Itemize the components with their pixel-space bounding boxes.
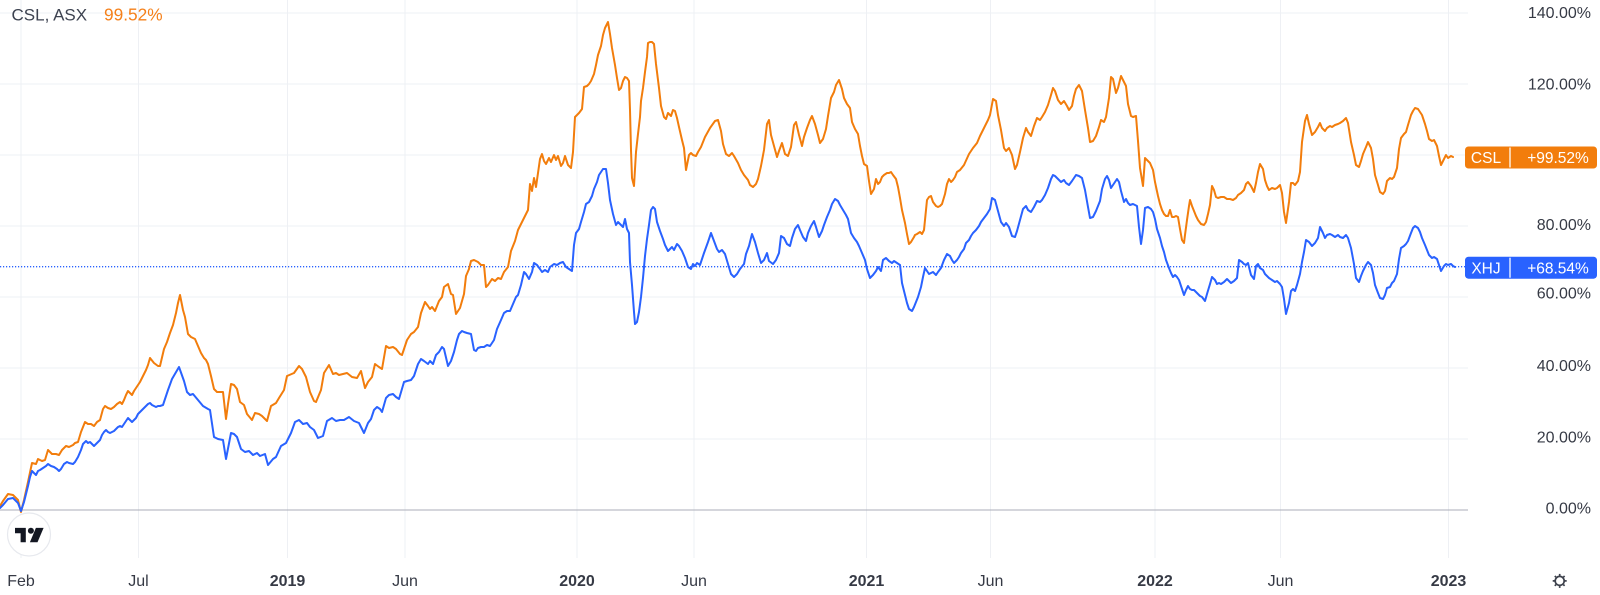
svg-text:2020: 2020 bbox=[559, 573, 595, 590]
svg-text:40.00%: 40.00% bbox=[1537, 358, 1591, 375]
svg-text:140.00%: 140.00% bbox=[1528, 5, 1591, 22]
svg-text:Jun: Jun bbox=[978, 573, 1004, 590]
svg-text:XHJ: XHJ bbox=[1471, 260, 1500, 277]
svg-text:120.00%: 120.00% bbox=[1528, 76, 1591, 93]
svg-text:CSL, ASX: CSL, ASX bbox=[12, 6, 88, 25]
svg-text:2021: 2021 bbox=[849, 573, 885, 590]
svg-text:+68.54%: +68.54% bbox=[1527, 260, 1589, 277]
svg-text:CSL: CSL bbox=[1471, 150, 1502, 167]
svg-text:Jul: Jul bbox=[128, 573, 148, 590]
svg-text:20.00%: 20.00% bbox=[1537, 430, 1591, 447]
svg-text:80.00%: 80.00% bbox=[1537, 217, 1591, 234]
svg-text:Jun: Jun bbox=[1268, 573, 1294, 590]
svg-text:+99.52%: +99.52% bbox=[1527, 150, 1589, 167]
svg-text:60.00%: 60.00% bbox=[1537, 286, 1591, 303]
svg-text:2022: 2022 bbox=[1137, 573, 1173, 590]
svg-text:2023: 2023 bbox=[1431, 573, 1467, 590]
svg-text:Jun: Jun bbox=[681, 573, 707, 590]
svg-text:2019: 2019 bbox=[270, 573, 306, 590]
svg-text:99.52%: 99.52% bbox=[104, 5, 163, 25]
svg-text:0.00%: 0.00% bbox=[1546, 501, 1591, 518]
svg-text:Feb: Feb bbox=[7, 573, 35, 590]
svg-text:Jun: Jun bbox=[392, 573, 418, 590]
